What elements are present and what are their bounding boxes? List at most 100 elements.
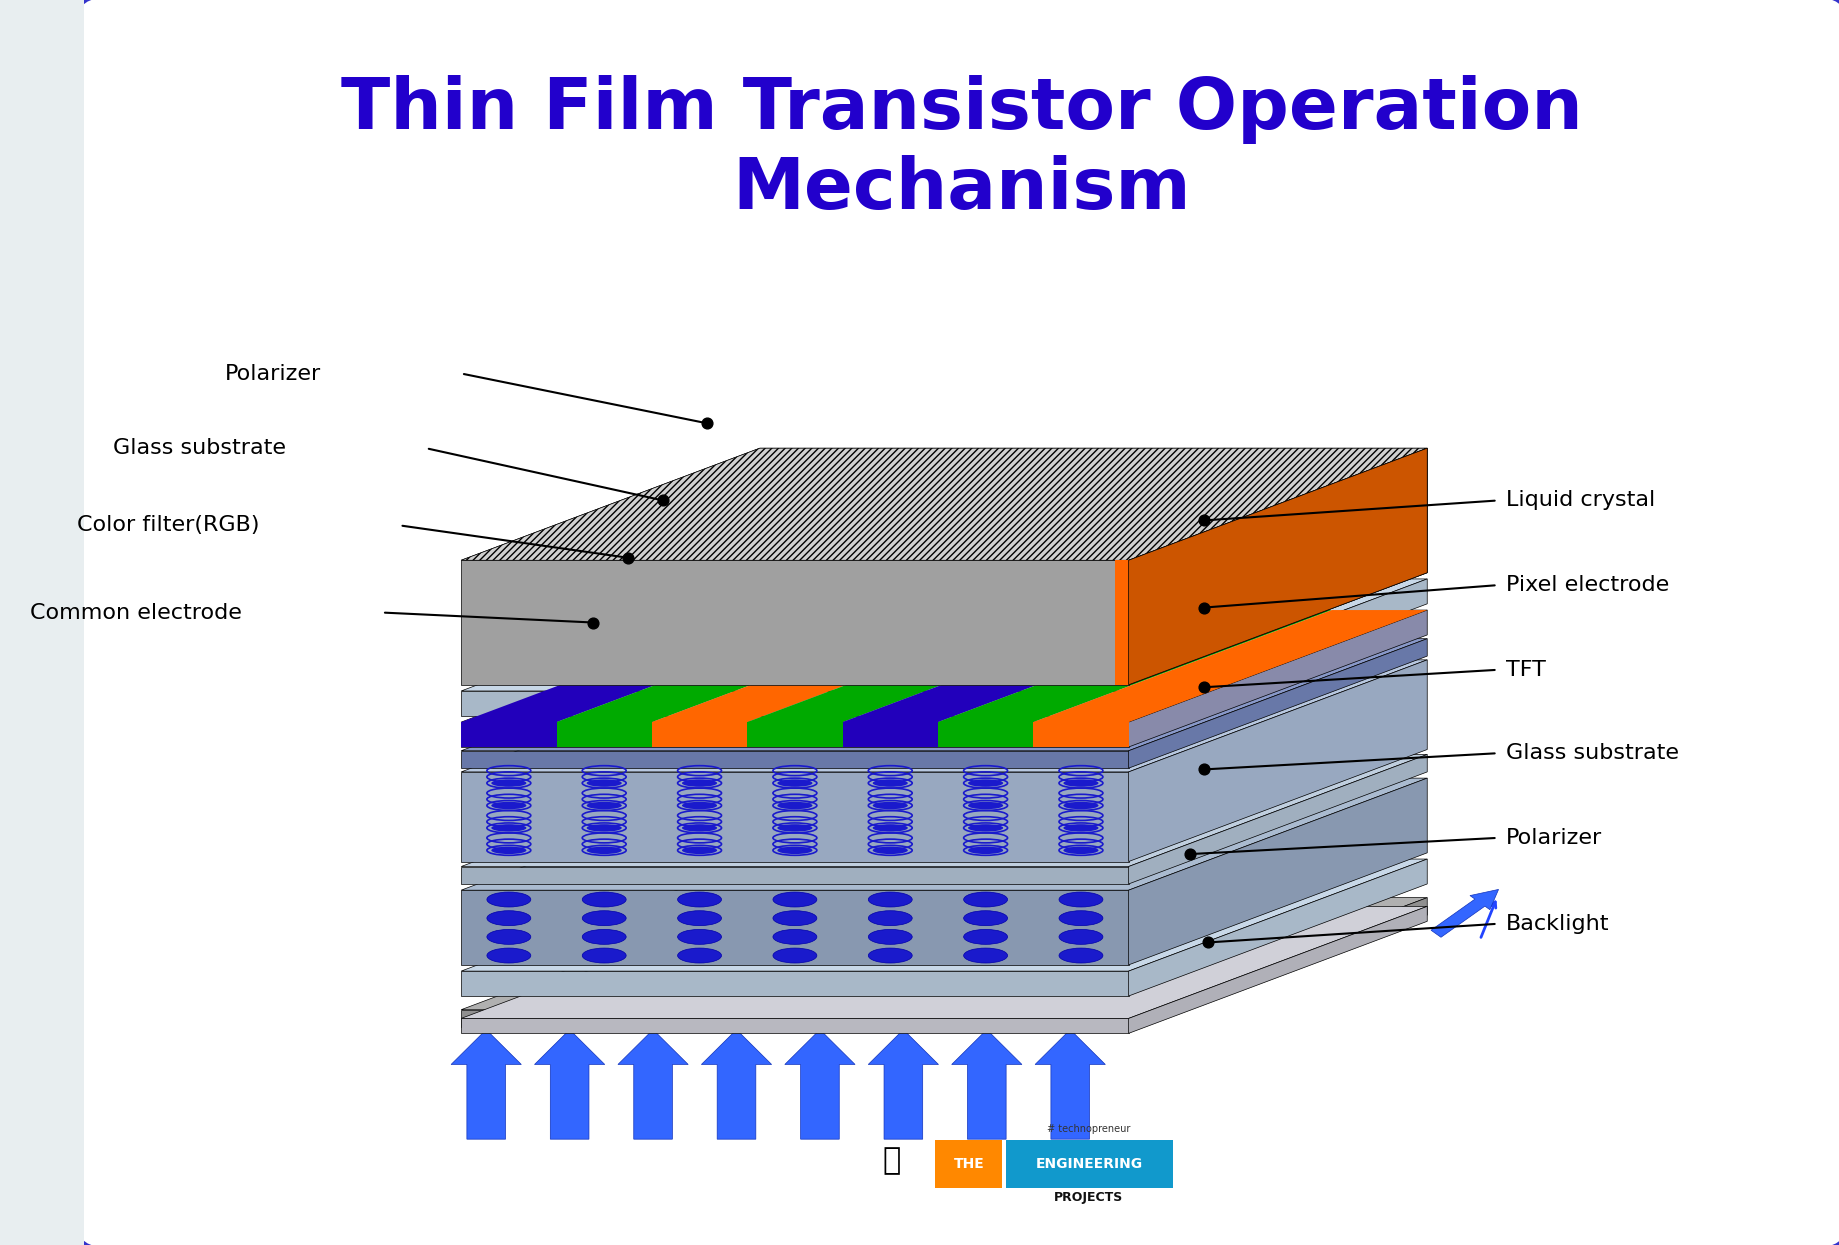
Polygon shape [462, 639, 1427, 751]
Ellipse shape [868, 929, 912, 944]
Polygon shape [747, 610, 1140, 722]
Ellipse shape [772, 891, 817, 906]
Polygon shape [938, 610, 1331, 722]
Ellipse shape [772, 911, 817, 926]
Polygon shape [1127, 448, 1427, 685]
Polygon shape [462, 448, 1427, 560]
Point [1188, 598, 1217, 618]
Text: Thin Film Transistor Operation
Mechanism: Thin Film Transistor Operation Mechanism [340, 75, 1582, 224]
Polygon shape [462, 579, 1427, 691]
Polygon shape [842, 722, 938, 747]
Point [1175, 844, 1205, 864]
Ellipse shape [868, 891, 912, 906]
Polygon shape [938, 722, 1034, 747]
FancyArrow shape [533, 1030, 605, 1139]
Text: Backlight: Backlight [1506, 914, 1609, 934]
FancyArrow shape [1035, 1030, 1105, 1139]
Polygon shape [1034, 722, 1127, 747]
Ellipse shape [682, 847, 717, 854]
Ellipse shape [1063, 802, 1098, 809]
Ellipse shape [1059, 911, 1102, 926]
Polygon shape [651, 722, 747, 747]
Ellipse shape [587, 824, 622, 832]
Ellipse shape [491, 847, 526, 854]
Ellipse shape [967, 779, 1002, 787]
Text: Color filter(RGB): Color filter(RGB) [77, 515, 259, 535]
Ellipse shape [872, 847, 907, 854]
Polygon shape [462, 859, 1427, 971]
Polygon shape [1127, 579, 1427, 716]
Ellipse shape [587, 779, 622, 787]
Ellipse shape [682, 824, 717, 832]
Ellipse shape [487, 891, 530, 906]
Text: 🤖: 🤖 [883, 1145, 899, 1175]
Text: PROJECTS: PROJECTS [1054, 1191, 1122, 1204]
Text: Common electrode: Common electrode [29, 603, 241, 622]
Ellipse shape [487, 929, 530, 944]
Ellipse shape [772, 929, 817, 944]
Ellipse shape [868, 947, 912, 964]
Polygon shape [747, 722, 842, 747]
FancyArrow shape [451, 1030, 520, 1139]
FancyBboxPatch shape [75, 0, 1839, 1245]
Ellipse shape [1059, 929, 1102, 944]
FancyArrow shape [618, 1030, 688, 1139]
Point [612, 548, 642, 568]
Polygon shape [1127, 859, 1427, 996]
Point [1188, 759, 1217, 779]
Ellipse shape [581, 891, 625, 906]
Ellipse shape [1059, 947, 1102, 964]
Ellipse shape [967, 824, 1002, 832]
Polygon shape [462, 1018, 1127, 1033]
FancyArrow shape [951, 1030, 1021, 1139]
FancyArrow shape [1431, 889, 1497, 937]
Point [1192, 933, 1221, 952]
Ellipse shape [872, 779, 907, 787]
Polygon shape [1127, 660, 1427, 862]
Polygon shape [1114, 560, 1127, 685]
Ellipse shape [872, 802, 907, 809]
Ellipse shape [581, 929, 625, 944]
Point [1188, 677, 1217, 697]
Ellipse shape [776, 824, 813, 832]
Ellipse shape [772, 947, 817, 964]
Point [1188, 510, 1217, 530]
Polygon shape [462, 448, 1427, 560]
Polygon shape [462, 691, 1127, 716]
Text: Glass substrate: Glass substrate [112, 438, 285, 458]
Polygon shape [462, 754, 1427, 867]
Polygon shape [462, 660, 1427, 772]
Text: Glass substrate: Glass substrate [1506, 743, 1679, 763]
FancyArrow shape [785, 1030, 855, 1139]
Ellipse shape [964, 891, 1008, 906]
Polygon shape [555, 610, 951, 722]
Polygon shape [1127, 448, 1427, 685]
Text: Polarizer: Polarizer [1506, 828, 1602, 848]
Polygon shape [462, 772, 1127, 862]
Ellipse shape [964, 911, 1008, 926]
Ellipse shape [487, 911, 530, 926]
Polygon shape [1127, 639, 1427, 768]
Ellipse shape [677, 947, 721, 964]
FancyArrow shape [868, 1030, 938, 1139]
Ellipse shape [581, 911, 625, 926]
Ellipse shape [967, 847, 1002, 854]
Polygon shape [462, 906, 1427, 1018]
Polygon shape [462, 751, 1127, 768]
Text: TFT: TFT [1506, 660, 1545, 680]
Polygon shape [842, 610, 1236, 722]
Polygon shape [1127, 778, 1427, 965]
Polygon shape [462, 898, 1427, 1010]
Ellipse shape [1063, 847, 1098, 854]
Polygon shape [462, 1010, 1127, 1027]
Ellipse shape [677, 911, 721, 926]
Ellipse shape [581, 947, 625, 964]
Ellipse shape [682, 779, 717, 787]
Text: Polarizer: Polarizer [224, 364, 320, 383]
Ellipse shape [1059, 891, 1102, 906]
Ellipse shape [776, 847, 813, 854]
Polygon shape [462, 778, 1427, 890]
Ellipse shape [587, 847, 622, 854]
Polygon shape [462, 560, 1127, 685]
Point [647, 491, 677, 510]
